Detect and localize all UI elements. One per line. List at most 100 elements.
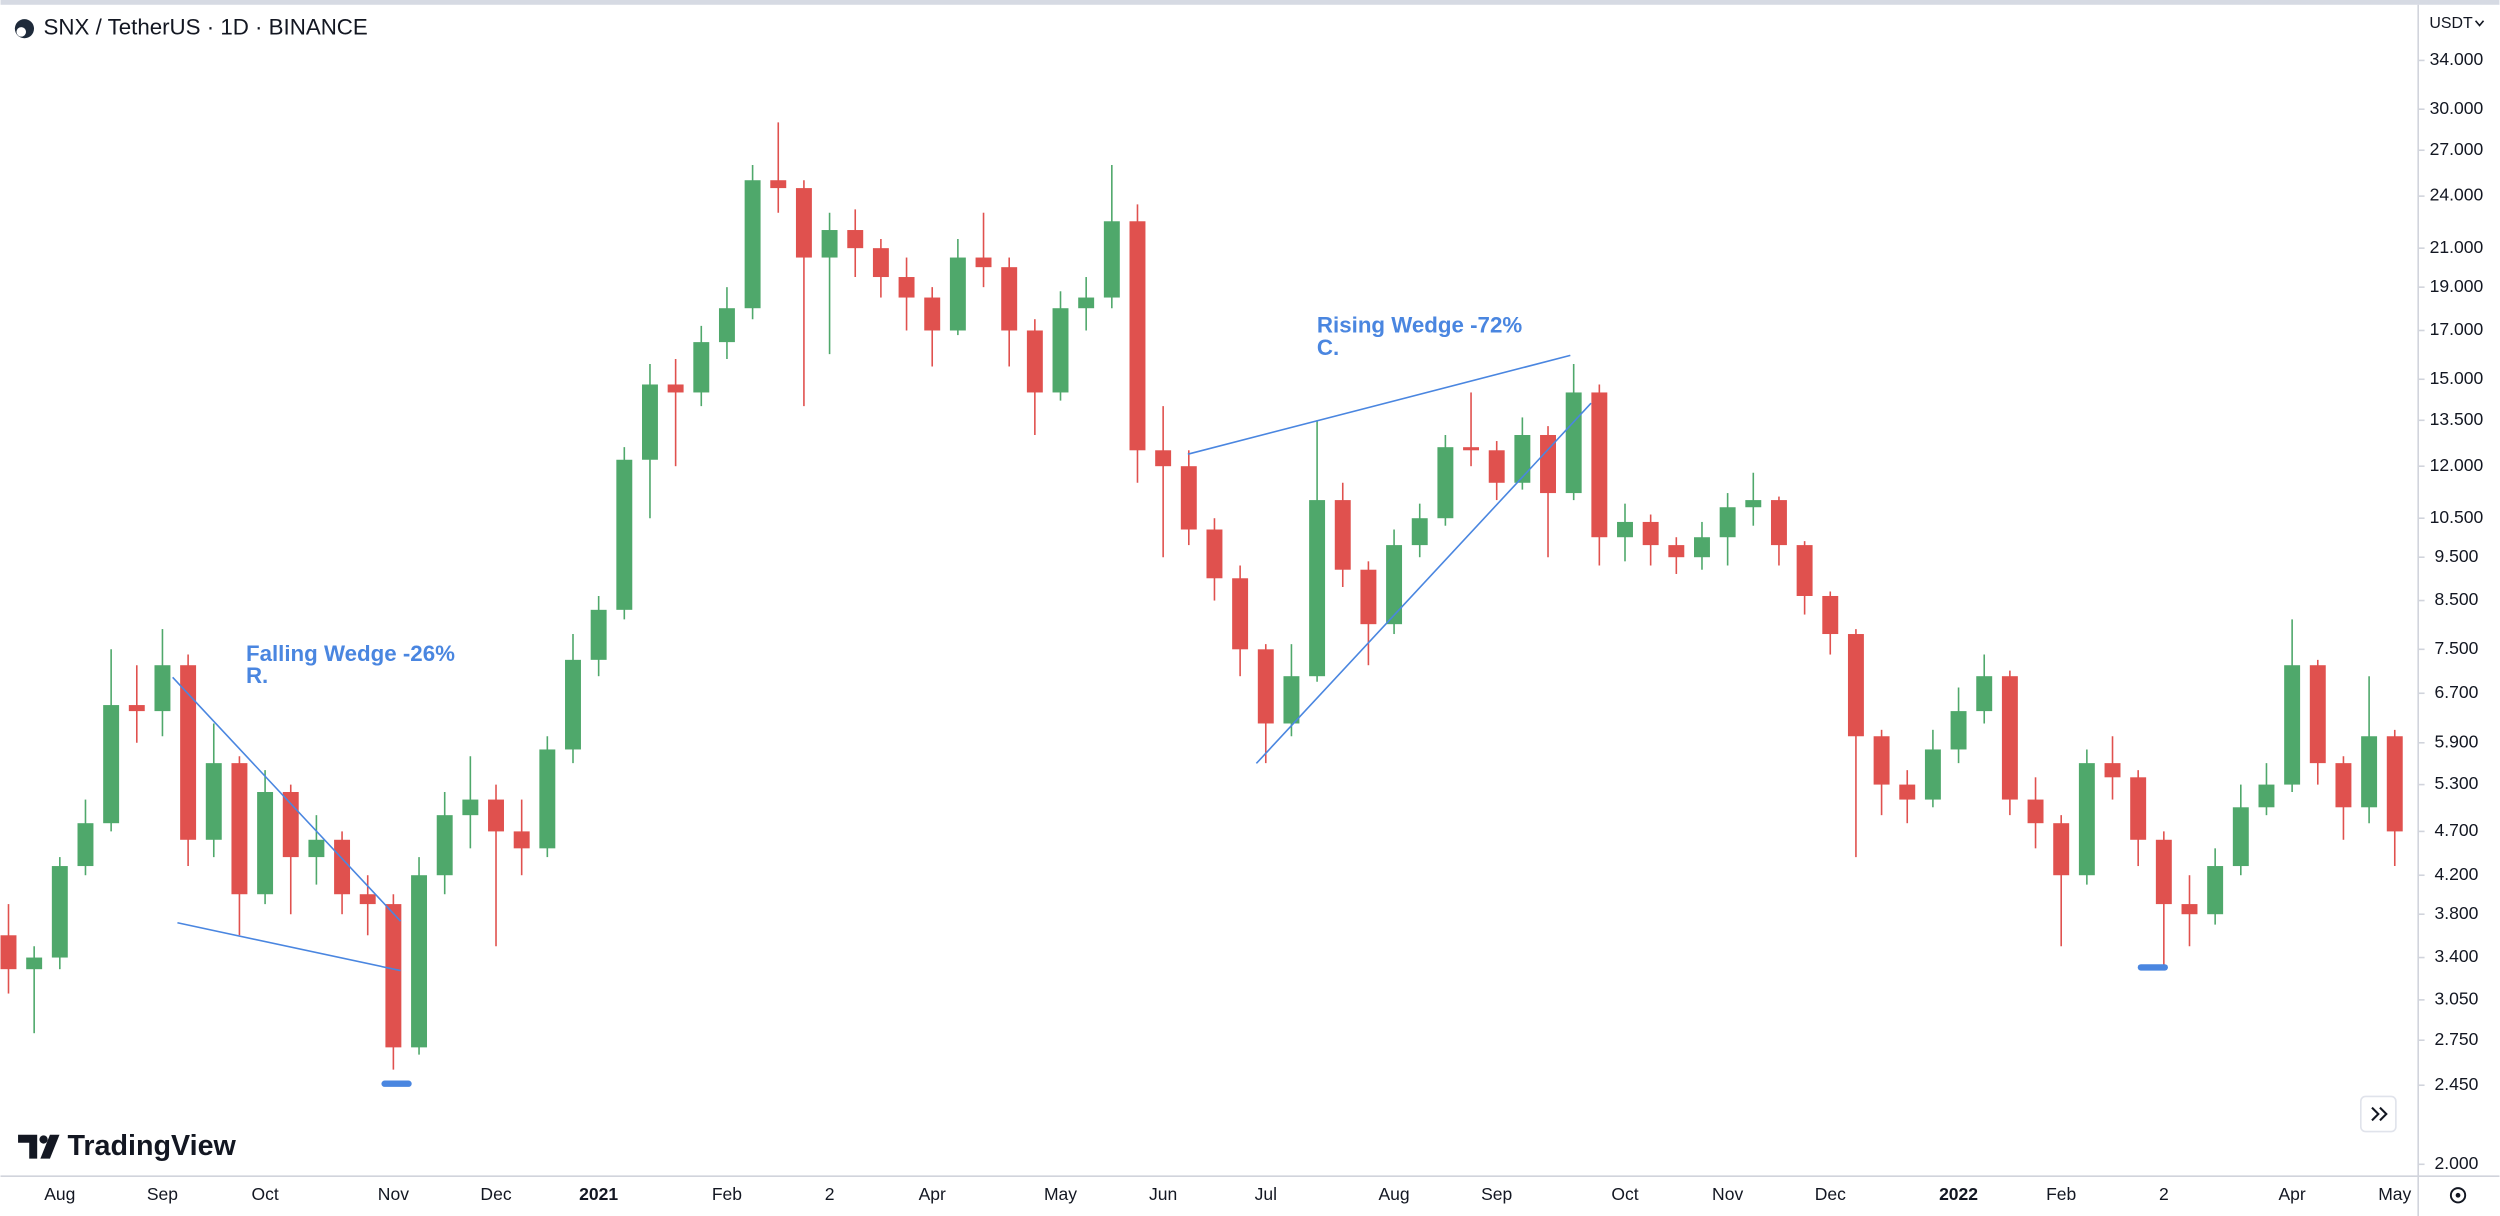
x-tick-label: Nov xyxy=(1712,1184,1743,1204)
candle-body xyxy=(847,230,864,249)
candle-body xyxy=(1745,500,1762,508)
candle-body xyxy=(1668,545,1685,558)
candle-body xyxy=(821,230,838,258)
falling-wedge-upper xyxy=(172,676,402,922)
y-tick-label: 3.400 xyxy=(2435,946,2479,966)
annotation: Rising Wedge -72% xyxy=(1317,313,1522,338)
settings-icon[interactable] xyxy=(2455,1192,2461,1198)
candle-body xyxy=(308,839,325,858)
currency-label[interactable]: USDT xyxy=(2429,15,2473,32)
candle-body xyxy=(77,823,94,867)
candle-body xyxy=(1540,435,1556,494)
symbol-title[interactable]: SNX / TetherUS · 1D · BINANCE xyxy=(44,15,368,40)
y-tick-label: 3.800 xyxy=(2435,903,2479,923)
top-border xyxy=(0,0,2500,5)
candle-body xyxy=(2335,763,2352,808)
candle-body xyxy=(1642,521,1659,546)
low-marker xyxy=(381,1080,412,1087)
candle-body xyxy=(1334,500,1351,570)
y-tick-label: 5.900 xyxy=(2435,731,2479,751)
y-tick-label: 2.750 xyxy=(2435,1029,2479,1049)
candle-body xyxy=(898,277,915,298)
y-tick-label: 3.050 xyxy=(2435,988,2479,1008)
candle-body xyxy=(924,297,941,331)
candle-body xyxy=(2130,777,2147,840)
y-tick-label: 19.000 xyxy=(2430,276,2484,296)
x-tick-label: Sep xyxy=(1481,1184,1512,1204)
candle-body xyxy=(1488,450,1505,483)
candle-body xyxy=(2361,736,2378,808)
candle-body xyxy=(1129,221,1146,451)
y-tick-label: 5.300 xyxy=(2435,773,2479,793)
y-tick-label: 34.000 xyxy=(2430,49,2484,69)
candle-body xyxy=(205,763,222,840)
candle-body xyxy=(1796,545,1813,596)
candle-body xyxy=(1232,578,1249,650)
candle-body xyxy=(103,705,120,824)
candle-body xyxy=(436,815,453,876)
x-tick-label: Aug xyxy=(1378,1184,1409,1204)
candle-body xyxy=(642,384,658,460)
scroll-icon[interactable] xyxy=(2371,1106,2388,1122)
candle-body xyxy=(1078,297,1095,309)
candle-body xyxy=(334,839,351,895)
candle-body xyxy=(154,665,171,712)
candle-body xyxy=(1001,267,1018,331)
candle-body xyxy=(1719,507,1736,538)
rising-wedge-upper xyxy=(1187,354,1571,455)
candle-body xyxy=(2284,665,2301,785)
candle-body xyxy=(1283,676,1300,724)
candle-body xyxy=(1180,466,1197,530)
falling-wedge-lower xyxy=(177,921,401,972)
candle-body xyxy=(1155,450,1172,467)
candle-body xyxy=(1411,518,1428,546)
y-tick-label: 27.000 xyxy=(2430,139,2484,159)
candle-body xyxy=(488,799,504,832)
candle-body xyxy=(411,875,428,1048)
candle-body xyxy=(1976,676,1993,712)
candle-body xyxy=(1437,447,1454,519)
time-axis: Aug Sep Oct Nov Dec 2021 Feb 2 Apr May Jun Jul Aug Se… xyxy=(44,1184,2411,1204)
x-tick-label: Jul xyxy=(1255,1184,1277,1204)
currency-caret[interactable] xyxy=(2474,20,2485,27)
candle-body xyxy=(180,665,197,840)
x-tick-label: Jun xyxy=(1149,1184,1177,1204)
candle-body xyxy=(590,609,607,660)
candle-body xyxy=(1617,521,1633,538)
settings-icon[interactable] xyxy=(2449,1187,2467,1204)
y-tick-label: 15.000 xyxy=(2430,368,2484,388)
candle-body xyxy=(1386,545,1403,625)
y-tick-label: 2.450 xyxy=(2435,1074,2479,1094)
candle-body xyxy=(257,792,274,895)
candle-body xyxy=(2104,763,2121,778)
y-tick-label: 12.000 xyxy=(2430,455,2484,475)
y-tick-label: 9.500 xyxy=(2435,546,2479,566)
candle-body xyxy=(2207,866,2224,915)
candle-body xyxy=(26,957,43,970)
candle-body xyxy=(462,799,479,816)
rising-wedge-lower xyxy=(1255,402,1592,764)
x-tick-label: Dec xyxy=(1815,1184,1846,1204)
candle-body xyxy=(693,342,710,393)
x-tick-label: Dec xyxy=(480,1184,511,1204)
candle-body xyxy=(231,763,248,895)
candle-body xyxy=(1822,595,1839,635)
logo-mark xyxy=(39,1135,48,1144)
candle-body xyxy=(872,248,889,278)
logo-mark xyxy=(18,1134,38,1159)
candle-body xyxy=(1873,736,1890,785)
candle-body xyxy=(949,257,966,331)
candle-body xyxy=(2386,736,2403,832)
candle-body xyxy=(1309,500,1326,677)
candle-body xyxy=(128,705,145,712)
annotation: Falling Wedge -26% xyxy=(246,641,455,666)
y-tick-label: 4.700 xyxy=(2435,820,2479,840)
logo-mark xyxy=(40,1134,60,1159)
candle-body xyxy=(51,866,68,958)
x-tick-label: 2021 xyxy=(579,1184,618,1204)
x-tick-label: 2 xyxy=(825,1184,835,1204)
candle-body xyxy=(2078,763,2095,876)
x-tick-label: May xyxy=(1044,1184,1077,1204)
watermark: TradingView xyxy=(67,1130,236,1162)
x-tick-label: Aug xyxy=(44,1184,75,1204)
